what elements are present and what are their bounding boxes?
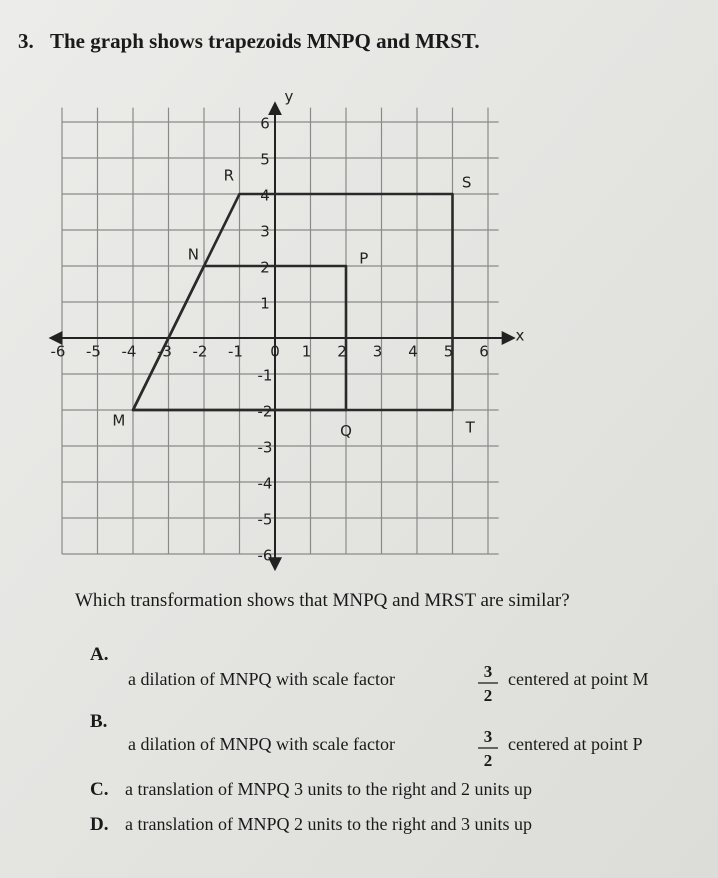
y-tick-label: 4 — [260, 187, 270, 205]
point-label: Q — [340, 422, 352, 440]
choice-letter: A. — [90, 644, 108, 665]
point-label: T — [465, 419, 476, 437]
x-tick-label: -3 — [157, 343, 172, 361]
coordinate-graph: x y -6 -5 -4 -3 -2 -1 0 1 2 3 4 5 6 6 5 4 3 2 1 -1 -2 -3 -4 -5 -6 M… — [48, 87, 525, 572]
prompt: Which transformation shows that MNPQ and… — [75, 590, 570, 611]
x-tick-label: -5 — [86, 343, 101, 361]
x-tick-label: 2 — [337, 343, 347, 361]
fraction-denominator: 2 — [484, 751, 493, 770]
choice-letter: D. — [90, 814, 108, 835]
point-label: S — [462, 174, 472, 192]
x-tick-label: 4 — [408, 343, 418, 361]
fraction-numerator: 3 — [484, 662, 493, 681]
point-label: M — [112, 411, 125, 429]
point-label: P — [359, 249, 368, 267]
y-tick-label: 1 — [260, 295, 270, 313]
y-axis-label: y — [285, 87, 294, 105]
choice-text: a translation of MNPQ 3 units to the rig… — [125, 779, 532, 799]
choice-text-after: centered at point M — [508, 669, 648, 689]
y-tick-label: -4 — [258, 475, 273, 493]
x-axis-label: x — [516, 327, 525, 345]
x-tick-label: 5 — [444, 343, 454, 361]
x-tick-label: -1 — [228, 343, 243, 361]
y-tick-label: -3 — [258, 439, 273, 457]
x-tick-label: 3 — [373, 343, 383, 361]
question-stem: The graph shows trapezoids MNPQ and MRST… — [50, 29, 480, 53]
y-tick-label: 2 — [260, 259, 270, 277]
trapezoid-mnpq — [131, 264, 348, 412]
x-tick-label: -6 — [51, 343, 66, 361]
x-tick-label: 1 — [302, 343, 312, 361]
choice-text-after: centered at point P — [508, 734, 642, 754]
point-label: R — [224, 167, 234, 185]
fraction-numerator: 3 — [484, 727, 493, 746]
x-tick-label: -4 — [122, 343, 137, 361]
choice-text: a translation of MNPQ 2 units to the rig… — [125, 814, 532, 834]
choice-text: a dilation of MNPQ with scale factor — [128, 669, 395, 689]
x-tick-label: 0 — [270, 343, 280, 361]
fraction-denominator: 2 — [484, 686, 493, 705]
y-tick-label: -6 — [258, 547, 273, 565]
y-tick-label: -5 — [258, 511, 273, 529]
y-tick-label: -1 — [258, 367, 273, 385]
choice-letter: B. — [90, 711, 107, 732]
y-tick-label: 5 — [260, 151, 270, 169]
point-label: N — [188, 246, 199, 264]
x-tick-label: -2 — [193, 343, 208, 361]
y-tick-label: -2 — [258, 403, 273, 421]
choices: A. a dilation of MNPQ with scale factor 3 2… — [90, 644, 648, 835]
y-tick-label: 6 — [260, 115, 270, 133]
choice-text: a dilation of MNPQ with scale factor — [128, 734, 395, 754]
question-number: 3. — [18, 29, 34, 53]
x-tick-label: 6 — [479, 343, 489, 361]
choice-letter: C. — [90, 779, 108, 800]
y-tick-label: 3 — [260, 223, 270, 241]
